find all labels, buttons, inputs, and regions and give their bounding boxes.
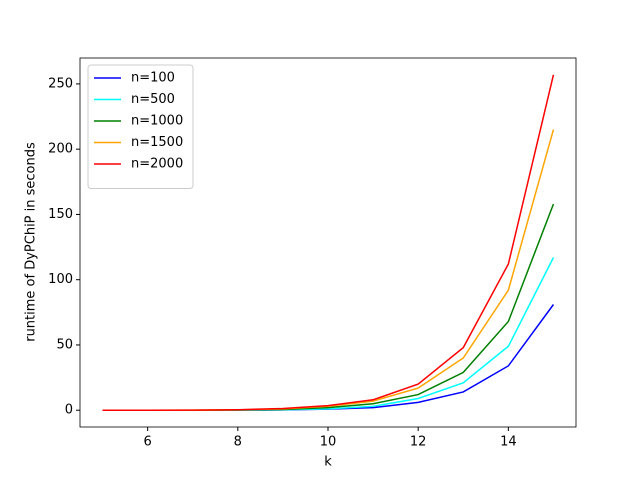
- line-series: [102, 74, 555, 411]
- y-tick-label: 150: [48, 207, 73, 222]
- x-axis-label: k: [324, 455, 332, 470]
- plot-frame: [79, 57, 577, 428]
- legend-label: n=100: [131, 71, 175, 86]
- y-tick-label: 250: [48, 76, 73, 91]
- line-series: [102, 257, 555, 411]
- y-tick-label: 0: [65, 403, 73, 418]
- x-tick-label: 8: [234, 435, 242, 450]
- line-series: [102, 304, 555, 411]
- legend-label: n=1500: [131, 135, 183, 150]
- y-tick-label: 200: [48, 142, 73, 157]
- y-axis-label: runtime of DyPChiP in seconds: [24, 142, 39, 342]
- y-tick-label: 50: [56, 337, 73, 352]
- x-tick-label: 14: [500, 435, 517, 450]
- legend-label: n=500: [131, 92, 175, 107]
- x-tick-label: 10: [320, 435, 337, 450]
- legend-label: n=1000: [131, 114, 183, 129]
- x-tick-label: 6: [143, 435, 151, 450]
- y-tick-label: 100: [48, 272, 73, 287]
- x-tick-label: 12: [410, 435, 427, 450]
- legend-box: [87, 64, 194, 189]
- legend-label: n=2000: [131, 157, 183, 172]
